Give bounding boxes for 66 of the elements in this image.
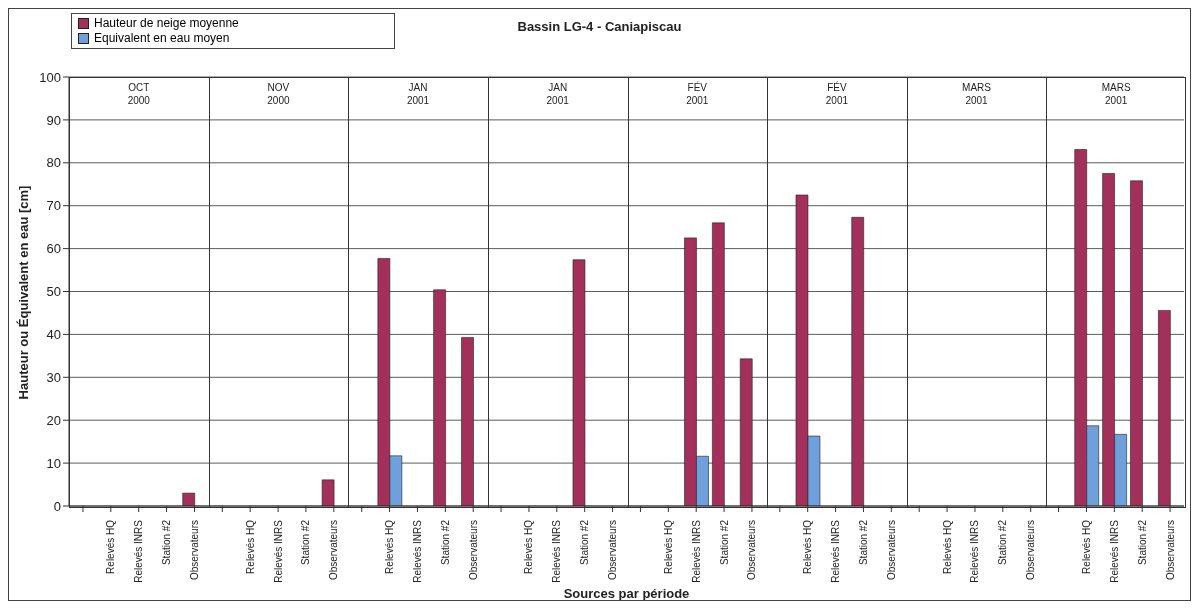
x-tick-label: Station #2 bbox=[857, 519, 869, 566]
y-tick-label: 100 bbox=[39, 69, 61, 85]
x-tick-label: Station #2 bbox=[579, 519, 591, 566]
x-tick-label: Relevés INRS bbox=[1108, 519, 1120, 583]
x-tick-label: Relevés HQ bbox=[105, 519, 117, 574]
y-tick-label: 80 bbox=[46, 155, 61, 171]
x-tick-label: Relevés INRS bbox=[969, 519, 981, 583]
bar bbox=[1130, 180, 1143, 506]
x-tick-label: Relevés HQ bbox=[384, 519, 396, 574]
x-tick-label: Observateurs bbox=[188, 520, 200, 581]
y-tick-label: 50 bbox=[46, 284, 61, 300]
y-tick-label: 90 bbox=[46, 112, 61, 128]
x-tick-label: Station #2 bbox=[1136, 519, 1148, 566]
x-tick-label: Relevés INRS bbox=[411, 519, 423, 583]
x-tick-label: Relevés HQ bbox=[1080, 519, 1092, 574]
x-tick-label: Observateurs bbox=[328, 520, 340, 581]
x-tick-label: Station #2 bbox=[161, 519, 173, 566]
bar bbox=[572, 259, 586, 506]
x-tick-label: Relevés INRS bbox=[551, 519, 563, 583]
y-tick-label: 30 bbox=[46, 369, 61, 385]
x-axis-title: Sources par période bbox=[563, 586, 690, 601]
x-tick-label: Relevés INRS bbox=[272, 519, 284, 583]
chart-title: Bassin LG-4 - Caniapiscau bbox=[517, 19, 682, 34]
x-tick-label: Relevés HQ bbox=[941, 519, 953, 574]
bar bbox=[739, 358, 753, 506]
x-tick-label: Relevés HQ bbox=[244, 519, 256, 574]
bar bbox=[182, 492, 196, 506]
x-tick-label: Station #2 bbox=[997, 519, 1009, 566]
bar bbox=[321, 479, 335, 506]
x-tick-label: Observateurs bbox=[885, 520, 897, 581]
x-tick-label: Station #2 bbox=[718, 519, 730, 566]
x-tick-label: Observateurs bbox=[607, 520, 619, 581]
x-tick-label: Observateurs bbox=[1164, 520, 1176, 581]
x-tick-label: Relevés HQ bbox=[662, 519, 674, 574]
annotation: FÉV 2001 bbox=[685, 81, 710, 108]
legend-label: Hauteur de neige moyenne bbox=[94, 16, 239, 31]
x-tick-label: Observateurs bbox=[1025, 520, 1037, 581]
x-tick-label: Observateurs bbox=[467, 520, 479, 581]
bar bbox=[433, 289, 446, 506]
x-tick-label: Relevés INRS bbox=[690, 519, 702, 583]
annotation: MARS 2001 bbox=[1100, 81, 1132, 108]
y-tick-label: 70 bbox=[46, 198, 61, 214]
x-tick-label: Relevés HQ bbox=[523, 519, 535, 574]
y-tick-label: 20 bbox=[46, 412, 61, 428]
y-axis-title: Hauteur ou Équivalent en eau [cm] bbox=[15, 185, 31, 400]
annotation: NOV 2000 bbox=[266, 81, 291, 108]
bar bbox=[461, 337, 474, 506]
bar bbox=[1158, 310, 1171, 506]
x-tick-label: Relevés INRS bbox=[830, 519, 842, 583]
annotation: MARS 2001 bbox=[961, 81, 992, 108]
annotation: OCT 2000 bbox=[126, 81, 151, 108]
x-tick-label: Station #2 bbox=[300, 519, 312, 566]
y-tick-label: 40 bbox=[46, 327, 61, 343]
x-tick-label: Relevés HQ bbox=[802, 519, 814, 574]
y-tick-label: 60 bbox=[46, 241, 61, 257]
bar bbox=[851, 216, 865, 506]
y-tick-label: 0 bbox=[53, 498, 61, 514]
annotation: FÉV 2001 bbox=[824, 81, 850, 108]
x-tick-label: Observateurs bbox=[746, 520, 758, 581]
x-tick-label: Station #2 bbox=[439, 519, 451, 566]
annotation: JAN 2001 bbox=[545, 81, 570, 108]
bar bbox=[712, 222, 725, 506]
x-tick-label: Relevés INRS bbox=[133, 519, 145, 583]
y-tick-label: 10 bbox=[46, 455, 61, 471]
annotation: JAN 2001 bbox=[405, 81, 431, 108]
legend-label: Equivalent en eau moyen bbox=[94, 31, 230, 46]
